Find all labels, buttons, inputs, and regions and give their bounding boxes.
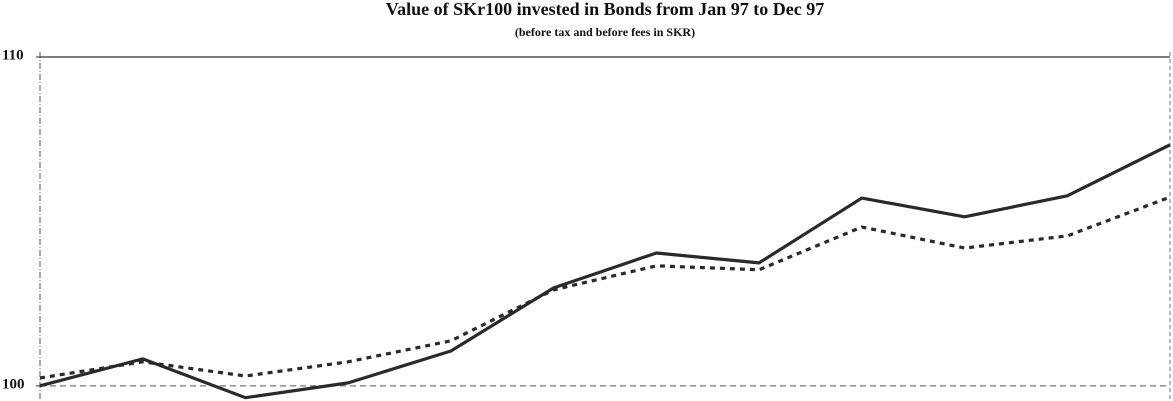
y-tick-label: 100	[2, 376, 25, 392]
y-tick-label: 110	[2, 47, 24, 63]
line-series	[39, 143, 1171, 400]
line-series	[39, 195, 1171, 380]
chart-subtitle: (before tax and before fees in SKR)	[515, 25, 695, 39]
chart-title: Value of SKr100 invested in Bonds from J…	[386, 0, 825, 19]
